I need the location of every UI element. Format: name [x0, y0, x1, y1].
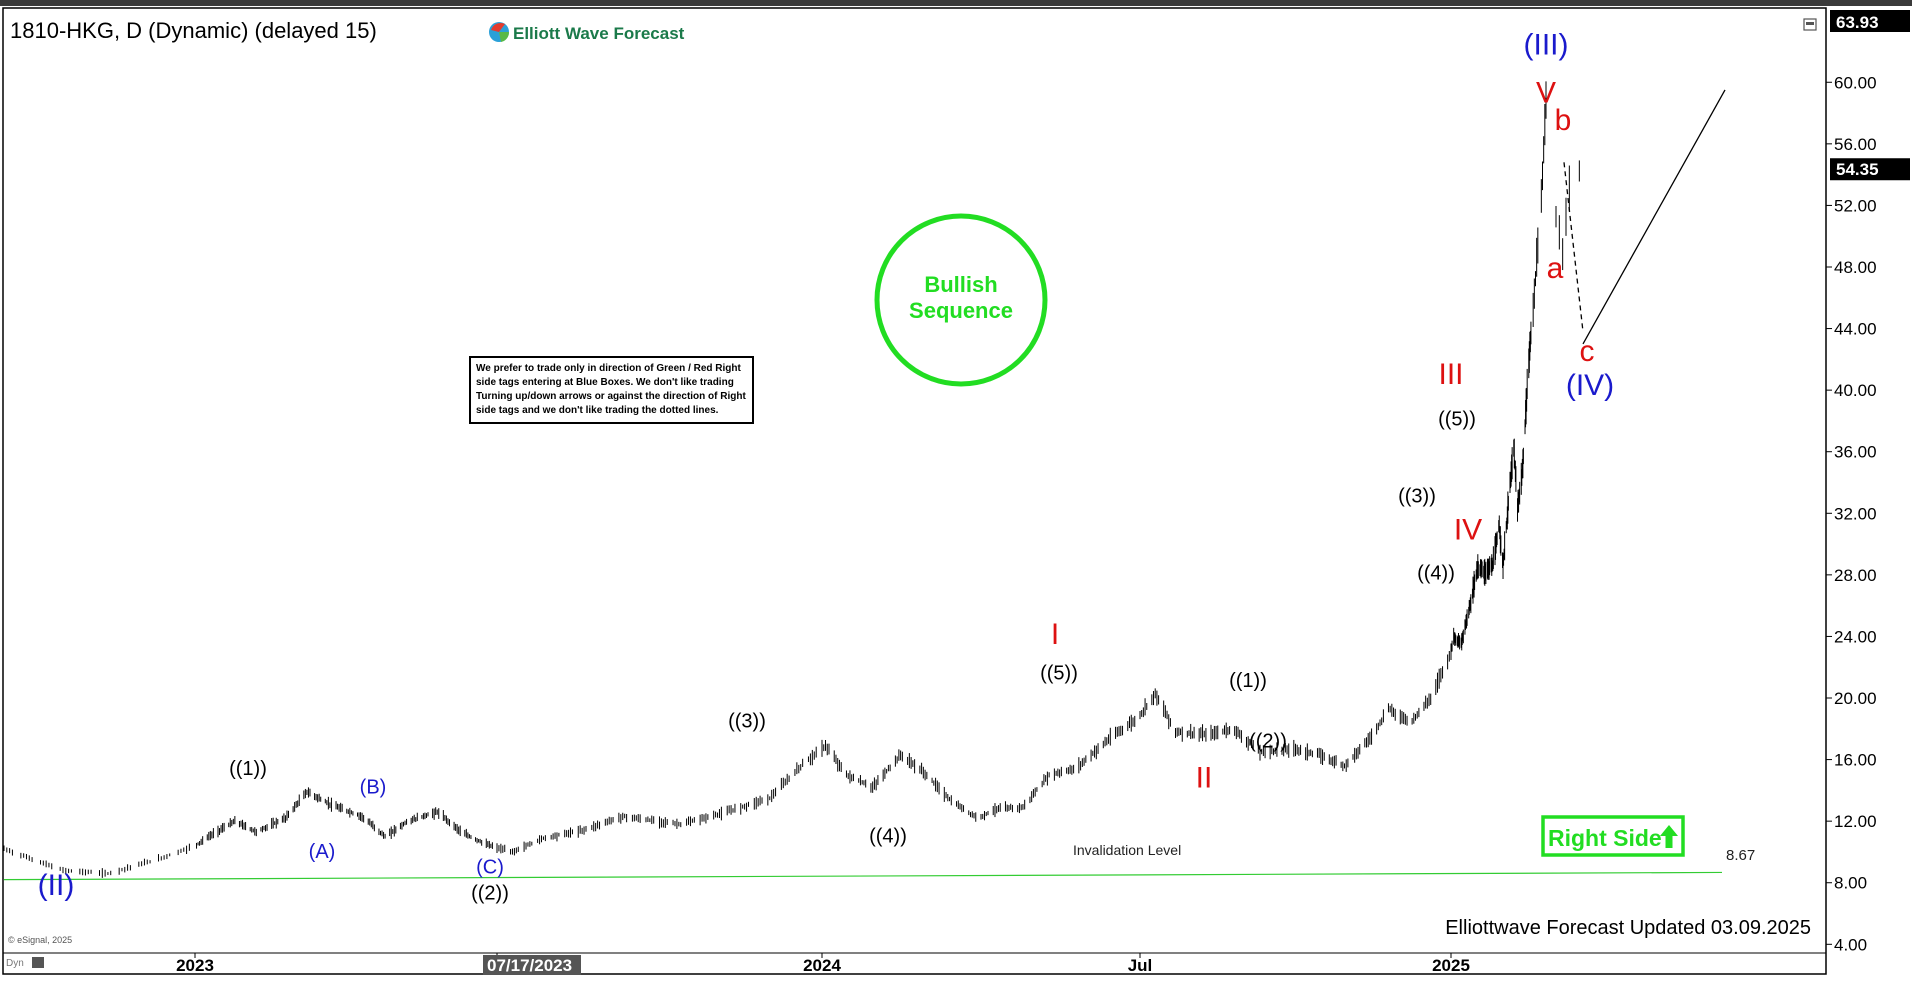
wave-label: ((5)) — [1040, 663, 1078, 685]
y-tick-label: 8.00 — [1834, 874, 1867, 893]
x-tick-label: 2023 — [176, 956, 214, 975]
wave-label: (II) — [38, 869, 75, 902]
y-tick-label: 44.00 — [1834, 320, 1877, 339]
y-tick-label: 12.00 — [1834, 812, 1877, 831]
y-tick-label: 28.00 — [1834, 566, 1877, 585]
disclaimer-box: We prefer to trade only in direction of … — [469, 356, 754, 424]
copyright-text: © eSignal, 2025 — [8, 935, 72, 945]
right-side-tag: Right Side — [1541, 815, 1685, 857]
wave-label: ((4)) — [1417, 562, 1455, 584]
bullish-line-1: Bullish — [924, 272, 997, 297]
wave-label: III — [1438, 358, 1463, 391]
last-price-value: 54.35 — [1836, 160, 1879, 179]
y-axis: 4.00 8.00 12.00 16.00 20.00 24.00 28.00 32.00 36… — [1826, 73, 1877, 954]
y-tick-label: 52.00 — [1834, 196, 1877, 215]
y-tick-label: 4.00 — [1834, 935, 1867, 954]
wave-label: c — [1580, 335, 1595, 368]
projection-solid-line — [1582, 89, 1726, 345]
wave-label: I — [1051, 618, 1059, 651]
right-side-label: Right Side — [1548, 825, 1662, 851]
wave-label: ((2)) — [471, 883, 509, 905]
x-axis: 2023 07/17/2023 2024 Jul 2025 — [176, 953, 1470, 975]
wave-label: ((4)) — [869, 826, 907, 848]
bullish-sequence-badge: Bullish Sequence — [874, 213, 1048, 387]
disclaimer-line-1: We prefer to trade only in direction of … — [476, 363, 742, 374]
ohlc-bars — [3, 81, 1580, 878]
top-price-value: 63.93 — [1836, 13, 1879, 32]
wave-label: b — [1555, 104, 1572, 137]
updated-text: Elliottwave Forecast Updated 03.09.2025 — [1445, 917, 1811, 939]
y-tick-label: 36.00 — [1834, 443, 1877, 462]
wave-label: a — [1547, 252, 1564, 285]
y-tick-label: 48.00 — [1834, 258, 1877, 277]
logo-globe-green — [499, 32, 510, 42]
disclaimer-line-4: side tags and we don't like trading the … — [476, 405, 719, 416]
wave-label: ((2)) — [1249, 730, 1287, 752]
x-tick-label: 2025 — [1432, 956, 1470, 975]
y-tick-label: 24.00 — [1834, 627, 1877, 646]
wave-label: (B) — [360, 776, 387, 798]
wave-label: ((1)) — [229, 758, 267, 780]
x-tick-label: 07/17/2023 — [487, 956, 572, 975]
top-price-tag: 63.93 — [1830, 10, 1910, 32]
logo-text: Elliott Wave Forecast — [513, 24, 685, 43]
wave-label: ((3)) — [1398, 486, 1436, 508]
maximize-icon[interactable] — [1803, 18, 1817, 31]
wave-label: IV — [1454, 513, 1482, 546]
crosshair-date-tag — [483, 955, 581, 975]
last-price-tag: 54.35 — [1830, 158, 1910, 181]
y-tick-label: 16.00 — [1834, 751, 1877, 770]
chart-title: 1810-HKG, D (Dynamic) (delayed 15) — [10, 18, 377, 43]
wave-label: ((5)) — [1438, 409, 1476, 431]
invalidation-label: Invalidation Level — [1073, 842, 1181, 858]
invalidation-value: 8.67 — [1726, 847, 1755, 864]
wave-label: ((3)) — [728, 710, 766, 732]
wave-label: ((1)) — [1229, 670, 1267, 692]
wave-label: (IV) — [1566, 369, 1614, 402]
y-tick-label: 60.00 — [1834, 73, 1877, 92]
invalidation-line — [3, 871, 1723, 881]
wave-labels: (II) ((1)) (A) (B) (C) ((2)) ((3)) ((4)) I ((5)) I… — [38, 29, 1614, 905]
y-tick-label: 20.00 — [1834, 689, 1877, 708]
up-arrow-icon — [1660, 825, 1678, 848]
bullish-line-2: Sequence — [909, 298, 1013, 323]
logo-globe-red — [491, 22, 505, 32]
x-tick-label: Jul — [1128, 956, 1153, 975]
y-tick-label: 32.00 — [1834, 504, 1877, 523]
disclaimer-line-3: Turning up/down arrows or against the di… — [476, 391, 746, 402]
fx-icon[interactable] — [32, 957, 44, 968]
y-tick-label: 40.00 — [1834, 381, 1877, 400]
logo: Elliott Wave Forecast — [489, 22, 685, 43]
y-tick-label: 56.00 — [1834, 135, 1877, 154]
top-border — [0, 0, 1912, 6]
wave-label: (III) — [1524, 29, 1569, 62]
x-tick-label: 2024 — [803, 956, 841, 975]
plot-border — [2, 7, 1827, 975]
wave-label: (C) — [476, 856, 504, 878]
projection-path — [1563, 89, 1726, 345]
wave-label: V — [1536, 76, 1556, 109]
wave-label: II — [1196, 761, 1213, 794]
wave-label: (A) — [309, 841, 336, 863]
projection-dashed-line — [1563, 162, 1584, 332]
invalidation-level-line — [3, 871, 1723, 881]
disclaimer-line-2: side tags entering at Blue Boxes. We don… — [476, 377, 734, 388]
dyn-label: Dyn — [6, 958, 24, 969]
